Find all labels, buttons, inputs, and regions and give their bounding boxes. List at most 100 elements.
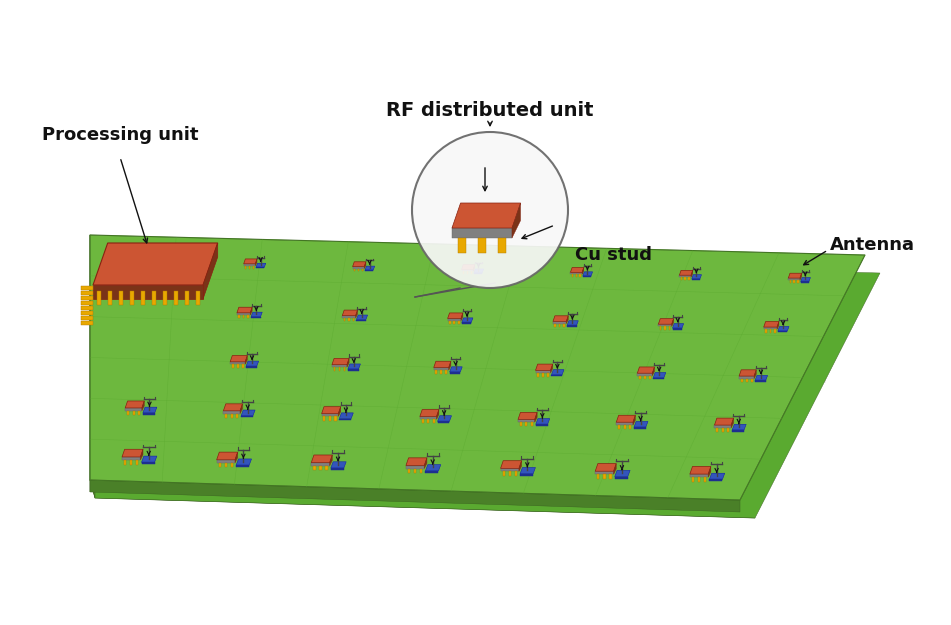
- Polygon shape: [239, 315, 240, 318]
- Polygon shape: [242, 416, 253, 418]
- Polygon shape: [652, 367, 654, 376]
- Polygon shape: [793, 280, 795, 283]
- Polygon shape: [223, 411, 240, 414]
- Polygon shape: [219, 463, 221, 468]
- Polygon shape: [321, 407, 340, 414]
- Bar: [107, 291, 111, 305]
- Bar: [81, 286, 93, 290]
- Polygon shape: [571, 271, 583, 272]
- Polygon shape: [801, 278, 810, 281]
- Text: Cu stud: Cu stud: [575, 246, 652, 264]
- Polygon shape: [671, 319, 673, 326]
- Polygon shape: [450, 372, 460, 374]
- Polygon shape: [353, 262, 366, 267]
- Polygon shape: [595, 464, 616, 471]
- Polygon shape: [342, 310, 358, 316]
- Polygon shape: [520, 474, 534, 476]
- Polygon shape: [142, 456, 157, 462]
- Polygon shape: [462, 318, 473, 322]
- Polygon shape: [567, 325, 576, 327]
- Polygon shape: [311, 462, 330, 466]
- Polygon shape: [142, 462, 154, 464]
- Polygon shape: [217, 452, 238, 460]
- Bar: [81, 306, 93, 310]
- Polygon shape: [231, 414, 233, 418]
- Polygon shape: [716, 428, 718, 432]
- Bar: [81, 296, 93, 300]
- Polygon shape: [509, 471, 511, 476]
- Polygon shape: [452, 221, 517, 228]
- Polygon shape: [595, 469, 615, 471]
- Polygon shape: [502, 471, 505, 476]
- Polygon shape: [246, 366, 257, 368]
- Polygon shape: [633, 415, 635, 425]
- Polygon shape: [537, 373, 539, 377]
- Polygon shape: [419, 416, 437, 419]
- Polygon shape: [223, 409, 242, 411]
- Polygon shape: [425, 464, 441, 471]
- Polygon shape: [709, 473, 725, 479]
- Polygon shape: [357, 315, 368, 319]
- Polygon shape: [126, 408, 142, 411]
- Polygon shape: [406, 458, 427, 466]
- Polygon shape: [332, 363, 348, 364]
- Polygon shape: [764, 326, 778, 327]
- Polygon shape: [637, 371, 653, 373]
- Polygon shape: [660, 326, 661, 330]
- Polygon shape: [518, 419, 534, 422]
- Polygon shape: [714, 425, 731, 428]
- Polygon shape: [93, 285, 203, 299]
- Polygon shape: [777, 321, 779, 329]
- Polygon shape: [236, 414, 239, 418]
- Polygon shape: [237, 308, 252, 312]
- Polygon shape: [520, 422, 522, 426]
- Polygon shape: [691, 477, 694, 482]
- Polygon shape: [535, 419, 550, 424]
- Polygon shape: [90, 480, 755, 518]
- Polygon shape: [634, 427, 646, 429]
- Polygon shape: [437, 409, 439, 419]
- Polygon shape: [232, 364, 234, 368]
- Polygon shape: [340, 419, 351, 421]
- Polygon shape: [332, 358, 349, 364]
- Polygon shape: [251, 312, 262, 317]
- Polygon shape: [90, 480, 740, 512]
- Polygon shape: [250, 308, 252, 315]
- Polygon shape: [330, 455, 332, 466]
- Polygon shape: [708, 466, 710, 477]
- Polygon shape: [347, 358, 349, 367]
- Polygon shape: [731, 418, 733, 428]
- Polygon shape: [126, 401, 145, 408]
- Polygon shape: [419, 409, 439, 416]
- Polygon shape: [433, 419, 435, 424]
- Polygon shape: [329, 416, 331, 421]
- Bar: [196, 291, 200, 305]
- Polygon shape: [514, 471, 517, 476]
- Polygon shape: [755, 376, 767, 381]
- Polygon shape: [461, 268, 475, 269]
- Bar: [81, 291, 93, 295]
- Polygon shape: [681, 277, 682, 280]
- Polygon shape: [249, 266, 250, 269]
- Bar: [81, 311, 93, 315]
- Polygon shape: [230, 360, 246, 362]
- Polygon shape: [567, 316, 569, 324]
- Polygon shape: [535, 364, 553, 371]
- Polygon shape: [132, 411, 135, 415]
- Text: Antenna: Antenna: [830, 236, 915, 254]
- Polygon shape: [342, 314, 357, 316]
- Polygon shape: [461, 264, 475, 269]
- Polygon shape: [253, 266, 254, 269]
- Polygon shape: [93, 285, 203, 291]
- Bar: [163, 291, 166, 305]
- Polygon shape: [420, 469, 422, 473]
- Polygon shape: [339, 407, 340, 416]
- Polygon shape: [323, 416, 325, 421]
- Polygon shape: [498, 238, 506, 253]
- Polygon shape: [691, 279, 700, 280]
- Polygon shape: [331, 468, 344, 470]
- Polygon shape: [452, 203, 520, 228]
- Polygon shape: [235, 452, 238, 463]
- Polygon shape: [449, 321, 451, 324]
- Polygon shape: [357, 319, 366, 321]
